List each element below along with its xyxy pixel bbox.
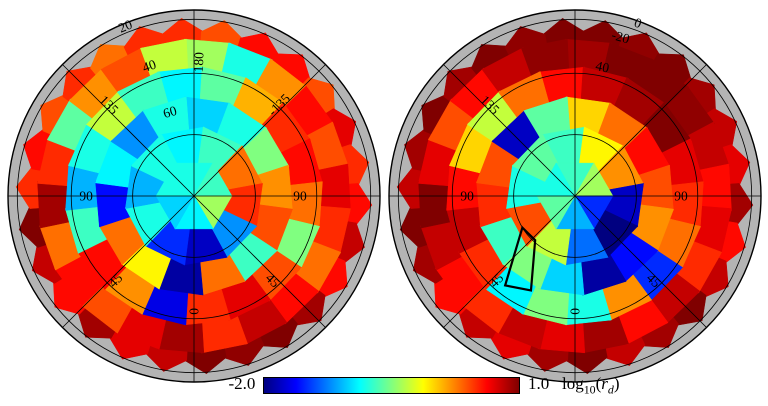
right-hemisphere-cells bbox=[396, 17, 754, 375]
meridian-line bbox=[574, 195, 707, 328]
colorbar-title-prefix: log bbox=[562, 374, 584, 393]
left-hemisphere-graticule bbox=[8, 10, 380, 382]
colorbar-min-label: -2.0 bbox=[228, 374, 256, 393]
left-hemisphere-cells bbox=[15, 17, 373, 375]
map-angle-label: 40 bbox=[140, 56, 158, 75]
map-angle-label: 0 bbox=[568, 308, 583, 315]
colorbar-title-close: ) bbox=[613, 374, 620, 393]
colorbar-max-label: 1.0 bbox=[528, 374, 550, 393]
map-angle-label: 90 bbox=[79, 189, 93, 204]
meridian-line bbox=[443, 64, 576, 197]
map-angle-label: 20 bbox=[116, 17, 134, 36]
meridian-line bbox=[62, 64, 195, 197]
meridian-line bbox=[193, 64, 326, 197]
colorbar-title-variable: r bbox=[601, 374, 608, 393]
map-angle-label: 90 bbox=[674, 189, 688, 204]
map-angle-label: 0 bbox=[632, 15, 644, 31]
map-angle-label: 90 bbox=[293, 189, 307, 204]
meridian-line bbox=[193, 195, 326, 328]
colorbar-gradient bbox=[263, 377, 520, 394]
map-angle-label: 180 bbox=[191, 52, 207, 73]
highlight-region-outline bbox=[503, 225, 537, 292]
colorbar-title-variable-sub: d bbox=[607, 382, 614, 397]
right-hemisphere-graticule bbox=[389, 10, 761, 382]
map-angle-label: -20 bbox=[610, 27, 632, 46]
meridian-line bbox=[574, 64, 707, 197]
map-angle-label: 40 bbox=[594, 58, 611, 76]
colorbar-title-subscript: 10 bbox=[583, 382, 596, 397]
map-angle-label: 90 bbox=[460, 189, 474, 204]
colorbar-title-open: ( bbox=[595, 374, 602, 393]
meridian-line bbox=[62, 195, 195, 328]
colorbar-title: log10(rd) bbox=[562, 374, 620, 399]
meridian-line bbox=[443, 195, 576, 328]
map-angle-label: 0 bbox=[187, 308, 202, 315]
map-angle-label: 60 bbox=[161, 103, 178, 121]
